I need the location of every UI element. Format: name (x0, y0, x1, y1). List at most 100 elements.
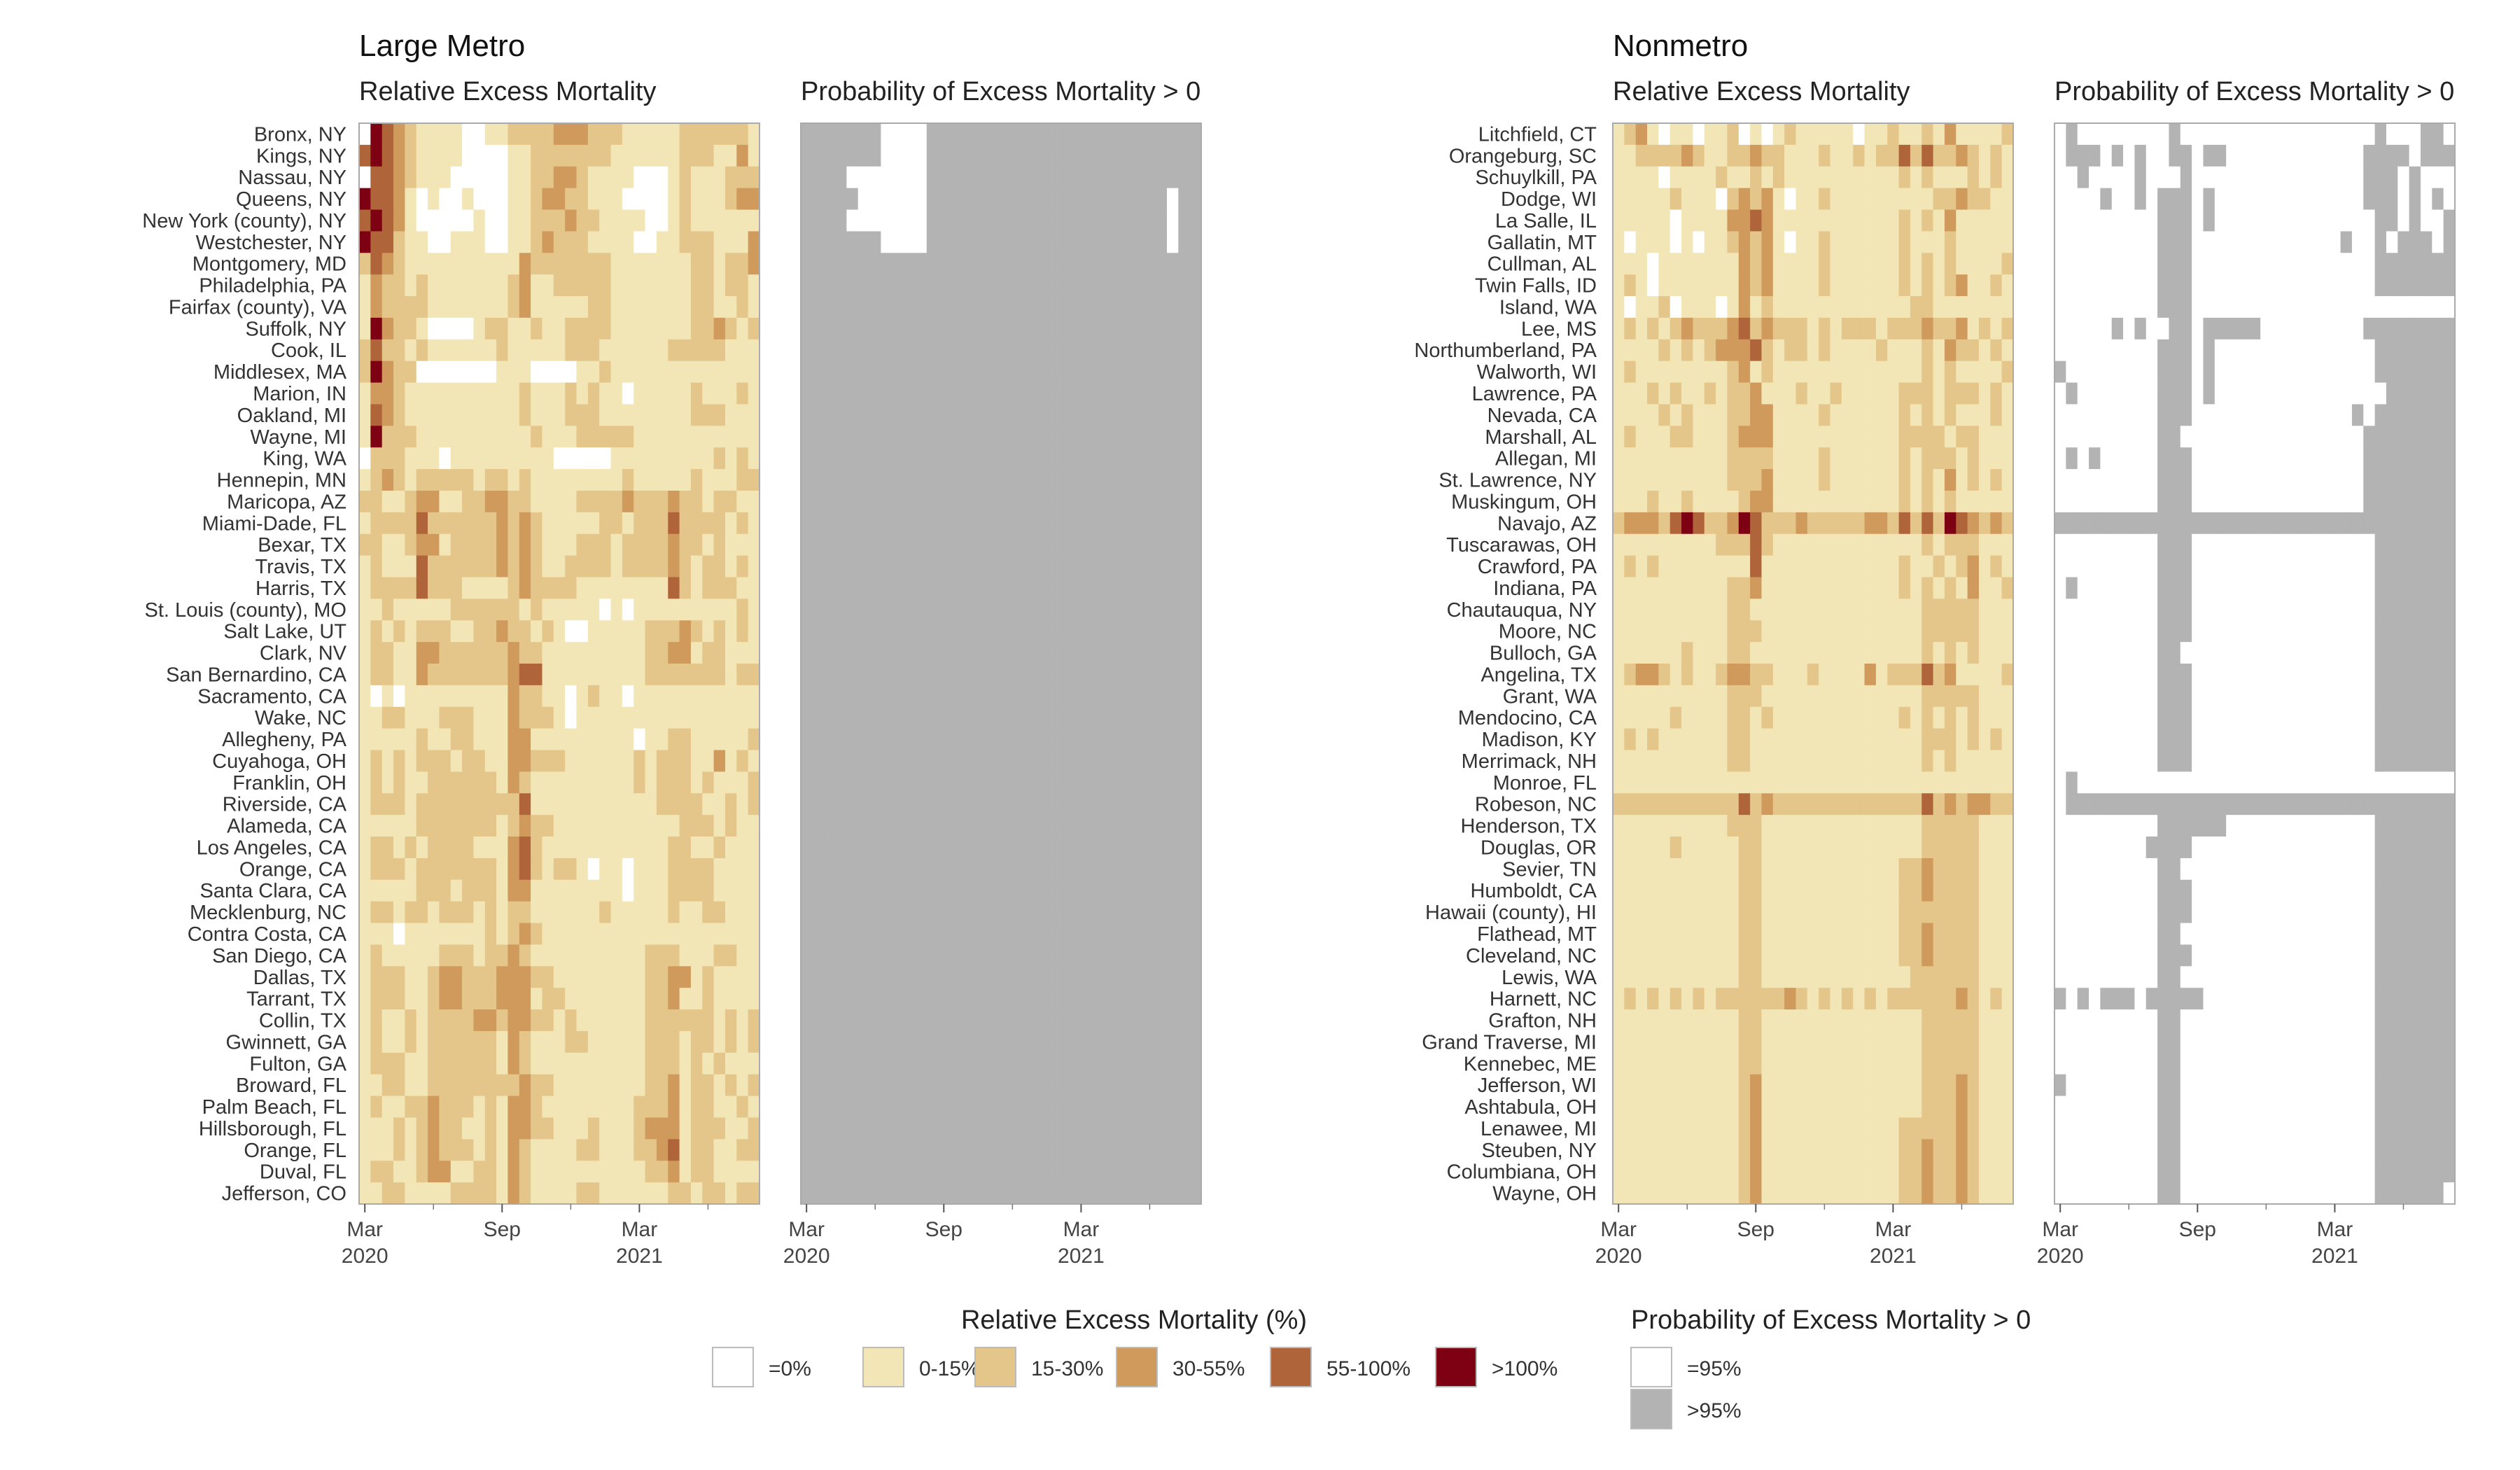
excess-cell (1658, 685, 1671, 708)
excess-cell (450, 123, 463, 146)
excess-cell (1910, 750, 1922, 772)
excess-cell (428, 685, 440, 708)
excess-cell (1830, 274, 1842, 297)
excess-cell (439, 923, 451, 945)
excess-cell (484, 490, 497, 513)
excess-cell (428, 512, 440, 535)
excess-cell (724, 188, 737, 210)
probability-cell (915, 988, 927, 1010)
excess-cell (1738, 642, 1751, 664)
probability-cell (960, 209, 973, 232)
excess-cell (1670, 188, 1682, 210)
row-label: Middlesex, MA (214, 361, 347, 384)
probability-cell (915, 404, 927, 426)
probability-cell (1155, 944, 1168, 967)
row-label: Henderson, TX (1460, 816, 1597, 838)
probability-cell (1075, 1009, 1087, 1032)
probability-cell (1132, 858, 1144, 881)
probability-cell (1155, 923, 1168, 945)
probability-cell (812, 469, 825, 491)
probability-cell (1144, 1182, 1156, 1205)
excess-cell (1898, 123, 1911, 146)
excess-cell (690, 1161, 703, 1183)
excess-cell (690, 879, 703, 902)
probability-cell (1007, 490, 1018, 513)
probability-cell (1155, 144, 1168, 167)
excess-cell (645, 620, 657, 643)
probability-cell (1121, 771, 1133, 794)
probability-cell (1144, 901, 1156, 923)
excess-cell (519, 1182, 531, 1205)
excess-cell (507, 620, 520, 643)
probability-cell (892, 469, 904, 491)
row-label: Flathead, MT (1477, 923, 1597, 946)
probability-cell (995, 1074, 1007, 1096)
excess-cell (576, 598, 589, 621)
probability-cell (1166, 555, 1179, 578)
excess-cell (645, 879, 657, 902)
excess-cell (2001, 209, 2014, 232)
probability-cell (823, 1139, 836, 1161)
probability-cell (1007, 188, 1018, 210)
excess-cell (690, 447, 703, 470)
excess-cell (1853, 339, 1865, 362)
excess-cell (634, 966, 645, 988)
probability-cell (926, 923, 939, 945)
probability-cell (1063, 901, 1076, 923)
excess-cell (1875, 231, 1888, 253)
excess-cell (576, 404, 589, 426)
excess-cell (1681, 533, 1693, 556)
x-tick-label: Mar (622, 1218, 658, 1241)
excess-cell (439, 382, 451, 405)
probability-cell (1086, 1030, 1099, 1054)
excess-cell (724, 274, 737, 297)
excess-cell (2001, 664, 2014, 686)
probability-cell (881, 1030, 893, 1054)
excess-cell (656, 966, 668, 988)
probability-cell (823, 685, 836, 708)
probability-cell (995, 317, 1007, 340)
probability-cell (972, 642, 984, 664)
excess-cell (519, 664, 531, 686)
excess-cell (1933, 339, 1945, 362)
probability-cell (1007, 577, 1018, 599)
excess-cell (507, 447, 520, 470)
probability-cell (1110, 317, 1121, 340)
excess-cell (702, 1117, 715, 1140)
excess-cell (531, 1117, 542, 1140)
excess-cell (1670, 317, 1682, 340)
excess-cell (748, 1161, 760, 1183)
probability-cell (823, 815, 836, 837)
probability-cell (892, 253, 904, 275)
probability-cell (972, 836, 984, 859)
probability-cell (1110, 231, 1121, 253)
excess-cell (1727, 944, 1740, 967)
excess-cell (1670, 533, 1682, 556)
probability-cell (1132, 447, 1144, 470)
excess-cell (1921, 360, 1933, 383)
excess-cell (565, 144, 577, 167)
probability-cell (1086, 490, 1099, 513)
probability-cell (1018, 598, 1030, 621)
excess-cell (656, 209, 668, 232)
excess-cell (599, 1161, 611, 1183)
excess-cell (1795, 577, 1808, 599)
probability-cell (972, 404, 984, 426)
probability-cell (1007, 144, 1018, 167)
excess-cell (587, 1030, 600, 1054)
probability-cell (846, 144, 859, 167)
probability-cell (1086, 123, 1099, 146)
probability-cell (983, 339, 996, 362)
excess-cell (1967, 296, 1980, 318)
excess-cell (587, 728, 600, 750)
probability-cell (1121, 750, 1133, 772)
excess-cell (622, 231, 634, 253)
excess-cell (1670, 382, 1682, 405)
excess-cell (531, 1096, 542, 1118)
excess-cell (393, 858, 405, 881)
probability-cell (1121, 923, 1133, 945)
excess-cell (473, 750, 486, 772)
excess-cell (748, 512, 760, 535)
probability-cell (858, 1117, 870, 1140)
excess-cell (1716, 728, 1728, 750)
